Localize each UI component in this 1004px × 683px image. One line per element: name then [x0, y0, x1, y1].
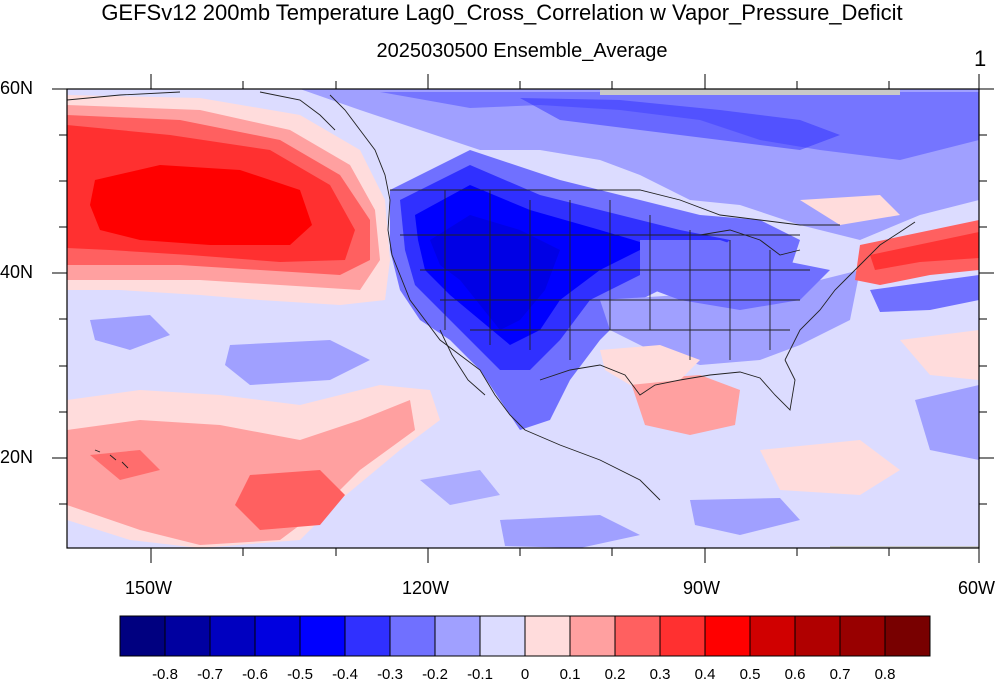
colorbar-tick-label: 0.5	[739, 666, 761, 683]
colorbar-swatch	[344, 615, 391, 657]
colorbar-tick-label: -0.3	[377, 666, 403, 683]
lon-label-60w: 60W	[958, 578, 996, 598]
colorbar-swatch	[164, 615, 211, 657]
colorbar-tick-label: 0.4	[694, 666, 716, 683]
colorbar-tick-label: -0.1	[467, 666, 493, 683]
lon-label-90w: 90W	[683, 578, 721, 598]
correlation-field	[67, 89, 979, 548]
colorbar-tick-label: -0.5	[287, 666, 313, 683]
colorbar-tick-label: -0.7	[197, 666, 223, 683]
colorbar-swatch	[119, 615, 166, 657]
colorbar-tick-label: -0.4	[332, 666, 358, 683]
lat-label-40n: 40N	[0, 262, 34, 282]
colorbar-swatch	[524, 615, 571, 657]
colorbar-tick-label: 0.1	[559, 666, 581, 683]
colorbar-tick-label: 0.6	[784, 666, 806, 683]
colorbar-tick-label: 0.2	[604, 666, 626, 683]
colorbar-swatch	[299, 615, 346, 657]
colorbar-swatch	[479, 615, 526, 657]
colorbar-swatch	[704, 615, 751, 657]
colorbar-tick-label: -0.8	[152, 666, 178, 683]
axis-ticks	[52, 74, 994, 563]
colorbar-swatch	[614, 615, 661, 657]
map-subtitle: 2025030500 Ensemble_Average	[376, 40, 668, 62]
colorbar-tick-label: 0.8	[874, 666, 896, 683]
colorbar-tick-label: 0.3	[649, 666, 671, 683]
colorbar-swatch	[389, 615, 436, 657]
colorbar-swatch	[569, 615, 616, 657]
colorbar-tick-label: 0.7	[829, 666, 851, 683]
colorbar	[119, 615, 931, 657]
colorbar-tick-label: -0.2	[422, 666, 448, 683]
map-title: GEFSv12 200mb Temperature Lag0_Cross_Cor…	[101, 0, 903, 25]
colorbar-swatch	[209, 615, 256, 657]
lon-label-150w: 150W	[125, 578, 173, 598]
colorbar-swatch	[884, 615, 931, 657]
colorbar-swatch	[254, 615, 301, 657]
colorbar-swatch	[659, 615, 706, 657]
colorbar-swatch	[749, 615, 796, 657]
colorbar-tick-label: -0.6	[242, 666, 268, 683]
lat-label-60n: 60N	[0, 78, 34, 98]
colorbar-swatch	[839, 615, 886, 657]
colorbar-tick-label: 0	[520, 666, 530, 683]
colorbar-swatch	[794, 615, 841, 657]
page-number: 1	[974, 46, 987, 71]
colorbar-swatch	[434, 615, 481, 657]
map-outlines	[67, 91, 916, 501]
lat-label-20n: 20N	[0, 447, 34, 467]
lon-label-120w: 120W	[402, 578, 450, 598]
